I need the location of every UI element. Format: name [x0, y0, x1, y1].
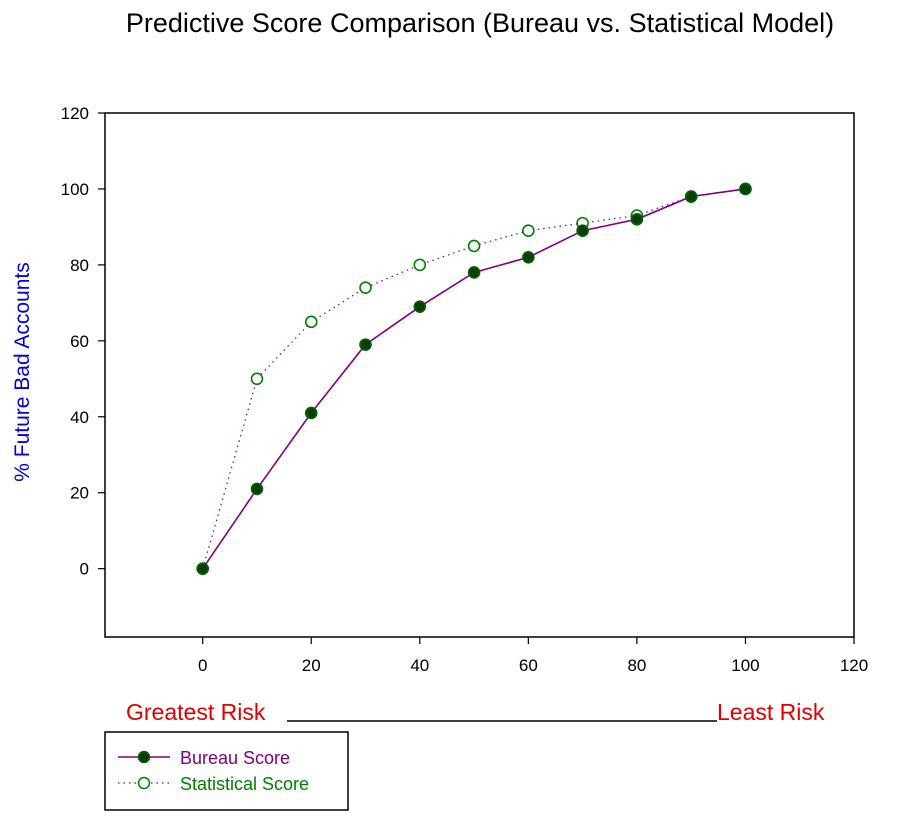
x-tick-label: 0 [198, 656, 207, 675]
y-tick-label: 100 [61, 180, 89, 199]
greatest-risk-label: Greatest Risk [126, 699, 266, 725]
x-tick-label: 100 [731, 656, 759, 675]
plot-area [104, 112, 855, 638]
legend-statistical-marker [137, 776, 151, 790]
bureau-score-point [304, 406, 318, 420]
x-tick-label: 120 [840, 656, 868, 675]
bureau-score-point [196, 562, 209, 575]
bureau-score-point [576, 224, 589, 238]
statistical-score-point [413, 258, 427, 272]
bureau-score-point [684, 190, 698, 203]
bureau-score-point [467, 266, 481, 279]
bureau-score-point [630, 213, 644, 226]
least-risk-label: Least Risk [717, 699, 825, 725]
series-bureau-score [196, 182, 752, 575]
legend-statistical-label: Statistical Score [180, 774, 309, 794]
y-axis-label: % Future Bad Accounts [11, 262, 34, 481]
x-tick-label: 80 [627, 656, 646, 675]
x-tick-label: 20 [302, 656, 321, 675]
bureau-score-point [250, 482, 264, 496]
statistical-score-point [304, 315, 318, 329]
chart-title: Predictive Score Comparison (Bureau vs. … [126, 8, 834, 38]
y-tick-label: 40 [70, 408, 89, 427]
x-tick-label: 60 [519, 656, 538, 675]
bureau-score-point [359, 338, 372, 351]
statistical-score-point [522, 224, 535, 238]
statistical-score-point [250, 372, 264, 386]
legend-box [104, 731, 349, 811]
bureau-score-point [413, 300, 427, 313]
x-axis: 0 20 40 60 80 100 120 [198, 637, 868, 675]
bureau-score-point [739, 182, 752, 196]
bureau-score-point [522, 250, 535, 264]
legend: Bureau Score Statistical Score [104, 731, 349, 811]
x-tick-label: 40 [410, 656, 429, 675]
y-tick-label: 80 [70, 256, 89, 275]
y-tick-label: 60 [70, 332, 89, 351]
legend-bureau-marker [137, 750, 151, 764]
legend-bureau-label: Bureau Score [180, 748, 290, 768]
statistical-score-point [467, 239, 481, 253]
y-tick-label: 20 [70, 484, 89, 503]
y-axis: 0 20 40 60 80 100 120 [61, 104, 105, 579]
series-statistical-score [196, 182, 752, 575]
statistical-score-point [359, 281, 372, 294]
series-layer [196, 182, 752, 575]
y-tick-label: 120 [61, 104, 89, 123]
y-tick-label: 0 [80, 560, 89, 579]
